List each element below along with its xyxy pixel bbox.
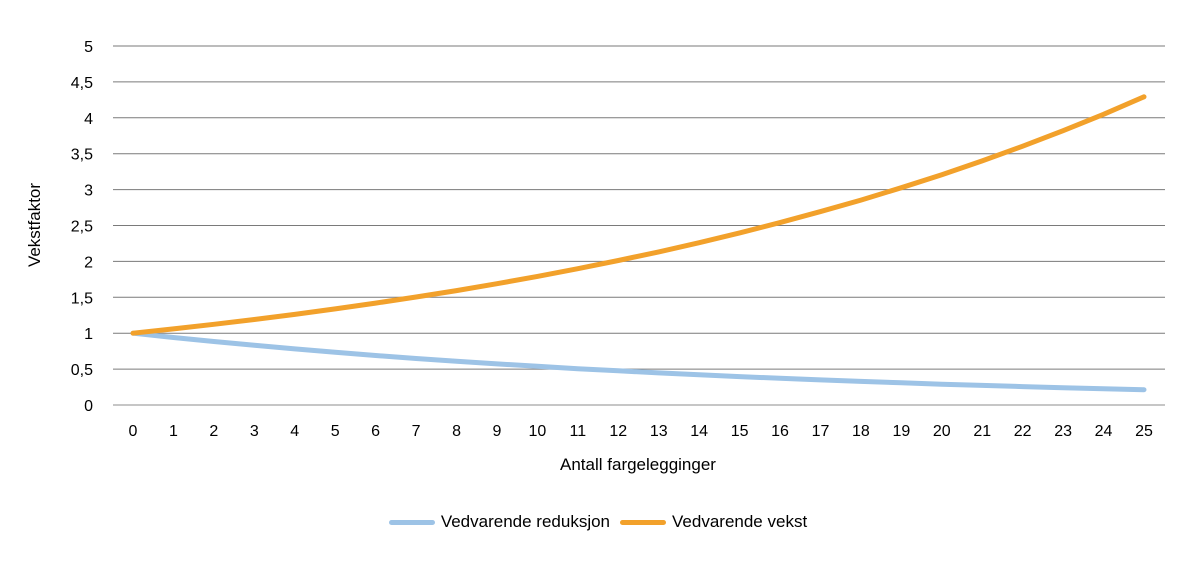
y-tick-label: 5 xyxy=(84,39,93,56)
x-tick-label: 20 xyxy=(933,423,951,440)
y-tick-labels: 0 0,5 1 1,5 2 2,5 3 3,5 4 4,5 5 xyxy=(71,39,93,415)
y-tick-label: 0,5 xyxy=(71,362,93,379)
x-tick-label: 4 xyxy=(290,423,299,440)
grid-lines xyxy=(113,45,1165,406)
series-line-reduksjon xyxy=(130,330,1147,393)
y-tick-label: 4,5 xyxy=(71,75,93,92)
x-tick-label: 6 xyxy=(371,423,380,440)
x-tick-label: 2 xyxy=(209,423,218,440)
y-tick-label: 1,5 xyxy=(71,290,93,307)
legend-item-vekst: Vedvarende vekst xyxy=(620,512,807,532)
y-axis-title: Vekstfaktor xyxy=(25,183,44,267)
x-tick-label: 17 xyxy=(812,423,830,440)
x-tick-label: 3 xyxy=(250,423,259,440)
x-tick-label: 25 xyxy=(1135,423,1153,440)
y-tick-label: 2 xyxy=(84,254,93,271)
series-line-vekst xyxy=(130,94,1147,336)
legend-label-vekst: Vedvarende vekst xyxy=(672,512,808,531)
legend-label-reduksjon: Vedvarende reduksjon xyxy=(440,512,611,531)
y-tick-label: 0 xyxy=(84,398,93,415)
x-tick-label: 23 xyxy=(1054,423,1072,440)
legend: Vedvarende reduksjon Vedvarende vekst xyxy=(0,510,1200,534)
x-tick-label: 15 xyxy=(731,423,749,440)
legend-swatch-vekst xyxy=(620,519,667,525)
x-tick-label: 14 xyxy=(690,423,708,440)
x-tick-label: 12 xyxy=(609,423,627,440)
x-tick-label: 16 xyxy=(771,423,789,440)
x-tick-label: 18 xyxy=(852,423,870,440)
x-tick-label: 5 xyxy=(331,423,340,440)
x-tick-label: 11 xyxy=(570,423,587,440)
x-tick-label: 9 xyxy=(493,423,502,440)
y-tick-label: 2,5 xyxy=(71,219,93,236)
y-tick-label: 3,5 xyxy=(71,147,93,164)
x-tick-label: 21 xyxy=(973,423,991,440)
y-tick-label: 3 xyxy=(84,183,93,200)
legend-item-reduksjon: Vedvarende reduksjon xyxy=(388,512,611,532)
x-tick-label: 19 xyxy=(892,423,910,440)
legend-swatch-reduksjon xyxy=(388,519,435,525)
series-lines xyxy=(130,94,1147,393)
line-chart: 00,511,522,533,544,55 0 1 2 3 4 5 6 7 8 9 10 11 12 13… xyxy=(25,39,1165,474)
x-tick-label: 13 xyxy=(650,423,668,440)
x-axis-title: Antall fargelegginger xyxy=(560,455,716,474)
x-tick-label: 22 xyxy=(1014,423,1032,440)
x-tick-labels: 0 1 2 3 4 5 6 7 8 9 10 11 12 13 14 15 16 17 18 19 20 21 22 23 24… xyxy=(129,423,1153,440)
x-tick-label: 8 xyxy=(452,423,461,440)
x-tick-label: 0 xyxy=(129,423,138,440)
x-tick-label: 10 xyxy=(529,423,547,440)
x-tick-label: 24 xyxy=(1095,423,1113,440)
y-tick-label: 4 xyxy=(84,111,93,128)
x-tick-label: 1 xyxy=(169,423,178,440)
y-tick-label: 1 xyxy=(84,326,93,343)
x-tick-label: 7 xyxy=(412,423,421,440)
